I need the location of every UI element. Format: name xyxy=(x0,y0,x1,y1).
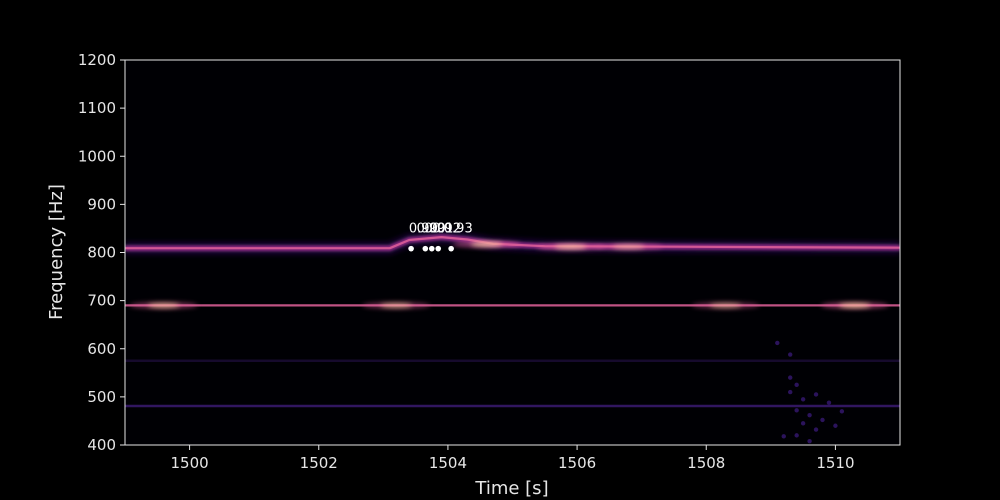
noise-point xyxy=(807,412,812,418)
x-tick-label: 1502 xyxy=(300,454,338,472)
x-tick-label: 1500 xyxy=(170,454,208,472)
y-tick-label: 500 xyxy=(87,388,116,406)
noise-point xyxy=(820,417,825,423)
marker-dot xyxy=(448,245,454,252)
noise-point xyxy=(807,438,812,444)
marker-dot xyxy=(422,245,429,252)
noise-point xyxy=(775,340,780,346)
noise-point xyxy=(794,382,799,388)
noise-point xyxy=(788,352,793,357)
marker-dot xyxy=(428,245,435,252)
x-tick-label: 1506 xyxy=(558,454,596,472)
annotation-label: 0.92 xyxy=(432,221,461,236)
noise-point xyxy=(794,433,799,438)
frequency-band xyxy=(125,299,900,311)
y-axis-label: Frequency [Hz] xyxy=(46,184,67,320)
band-peak xyxy=(380,303,413,308)
y-tick-label: 800 xyxy=(87,244,116,262)
y-tick-label: 700 xyxy=(87,292,116,310)
noise-point xyxy=(781,434,786,439)
y-tick-label: 1100 xyxy=(78,99,116,117)
marker-layer: 0.900.900.910.920.93 xyxy=(408,221,473,252)
plot-content xyxy=(125,231,900,444)
y-axis-ticks: 400 500 600 700 800 900 1000 1100 1200 xyxy=(78,51,125,454)
y-tick-label: 400 xyxy=(87,436,116,454)
noise-point xyxy=(788,389,793,395)
band-peak xyxy=(709,303,742,308)
x-axis-label: Time [s] xyxy=(474,478,548,499)
band-peak xyxy=(612,244,645,249)
band-peak xyxy=(470,242,503,247)
annotation-label: 0.90 xyxy=(409,221,438,236)
noise-point xyxy=(794,408,799,413)
band-peak xyxy=(147,303,180,308)
annotation-label: 0.90 xyxy=(417,221,446,236)
noise-point xyxy=(826,400,832,405)
noise-point xyxy=(800,397,806,402)
y-tick-label: 1200 xyxy=(78,51,116,69)
y-tick-label: 600 xyxy=(87,340,116,358)
band-peak xyxy=(838,303,871,308)
marker-dot xyxy=(435,245,442,252)
noise-point xyxy=(839,409,845,414)
x-tick-label: 1504 xyxy=(429,454,467,472)
x-tick-label: 1508 xyxy=(687,454,725,472)
y-tick-label: 900 xyxy=(87,195,116,213)
noise-point xyxy=(813,427,819,432)
noise-point xyxy=(813,392,819,397)
x-tick-label: 1510 xyxy=(816,454,854,472)
noise-point xyxy=(800,421,806,426)
annotation-label: 0.91 xyxy=(424,221,453,236)
frequency-band xyxy=(125,231,900,254)
noise-point xyxy=(833,423,838,428)
y-tick-label: 1000 xyxy=(78,147,116,165)
marker-dot xyxy=(408,245,414,252)
noise-point xyxy=(788,375,793,380)
x-axis-ticks: 1500 1502 1504 1506 1508 1510 xyxy=(170,445,855,472)
band-peak xyxy=(554,244,587,249)
annotation-label: 0.93 xyxy=(444,221,473,236)
